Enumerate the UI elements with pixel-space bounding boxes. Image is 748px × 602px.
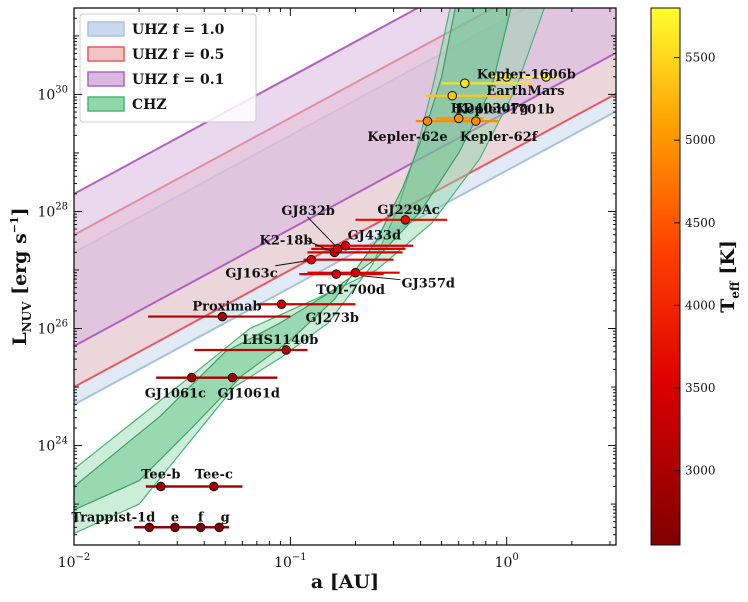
point-LHS1140b (281, 345, 292, 355)
legend-label-2: UHZ f = 0.1 (132, 72, 224, 88)
point-Trappist-1g (214, 522, 225, 533)
plot-frame (73, 7, 617, 546)
label-GJ1061c: GJ1061c (145, 387, 206, 402)
habitable-zone-bands (74, 8, 616, 535)
point-GJ357d (350, 267, 361, 278)
colorbar-tick-label: 5500 (685, 51, 716, 65)
point-GJ1061c (186, 372, 197, 383)
point-Trappist-1e (170, 522, 180, 533)
point-Proximab (217, 311, 228, 322)
y-tick-label: 1030 (37, 84, 68, 103)
planet-labels: Earth Mars Kepler-1606b Kepler-1701bHD40307… (71, 67, 576, 525)
point-GJ273b (276, 299, 287, 310)
legend-label-3: CHZ (132, 97, 167, 113)
y-tick-label: 1024 (37, 436, 68, 455)
point-GJ229Ac (400, 215, 411, 225)
label-Kepler-1701b: Kepler-1701b (455, 103, 554, 118)
point-Kepler-1701b (447, 90, 458, 101)
point-Earth (501, 72, 512, 82)
label-GJ1061d: GJ1061d (217, 387, 280, 402)
y-axis-title: LNUV [erg s−1] (8, 207, 34, 345)
x-axis-title: a [AU] (311, 571, 379, 593)
x-tick-label: 10−1 (274, 552, 307, 571)
point-Kepler-62f (471, 116, 481, 126)
label-Trappist-1d: Trappist-1d (71, 510, 155, 525)
label-K2-18b: K2-18b (260, 233, 313, 248)
leader-GJ357d (360, 275, 401, 281)
point-GJ832b (332, 244, 343, 254)
colorbar-tick-label: 4000 (685, 298, 716, 312)
colorbar-tick-label: 4500 (685, 216, 716, 230)
legend-swatch-3 (87, 96, 125, 112)
colorbar-title: Teff [K] (717, 240, 742, 313)
point-Kepler-1606b (459, 78, 470, 89)
uhz-band-2-upper-edge (74, 8, 420, 195)
colorbar-tick-label: 3000 (685, 464, 716, 478)
label-GJ357d: GJ357d (401, 277, 454, 292)
chz-inner (74, 8, 512, 511)
uhz-band-2 (74, 8, 616, 347)
legend-swatch-2 (87, 71, 125, 87)
uhz-band-0-lower-edge (74, 110, 616, 406)
leader-K2-18b (306, 239, 332, 252)
point-Kepler-62e (422, 116, 433, 126)
legend-box (79, 13, 257, 123)
label-TOI-700d: TOI-700d (316, 283, 385, 298)
uhz-band-2-lower-edge (74, 51, 616, 347)
legend-label-0: UHZ f = 1.0 (132, 22, 225, 38)
label-HD40307g: HD40307g (451, 101, 529, 116)
label-Tee-b: Tee-b (141, 467, 180, 482)
colorbar-tick-label: 3500 (685, 381, 716, 395)
planet-points (144, 72, 551, 533)
y-tick-label: 1026 (37, 319, 68, 338)
planet-error-bars (134, 75, 560, 529)
x-tick-label: 10−2 (58, 552, 91, 571)
point-GJ163c (306, 254, 317, 265)
label-GJ273b: GJ273b (305, 311, 358, 326)
legend-swatch-1 (87, 46, 125, 62)
leader-GJ832b (307, 216, 336, 247)
point-TOI-700d (331, 269, 342, 279)
label-Trappist-1e: e (171, 510, 179, 525)
leader-GJ163c (275, 260, 308, 267)
x-tick-label: 100 (495, 552, 519, 571)
label-LHS1140b: LHS1140b (242, 333, 318, 348)
legend-label-1: UHZ f = 0.5 (132, 47, 224, 63)
label-Trappist-1g: g (221, 510, 230, 525)
point-Mars (541, 72, 551, 82)
colorbar: 3000 3500 4000 4500 5000 5500 Teff [K] (650, 7, 742, 546)
point-GJ1061d (227, 372, 238, 383)
label-GJ433d: GJ433d (348, 229, 401, 244)
label-GJ832b: GJ832b (281, 204, 334, 219)
colorbar-tick-label: 5000 (685, 133, 716, 147)
label-Kepler-62e: Kepler-62e (367, 130, 447, 145)
point-Trappist-1d (144, 522, 155, 533)
axes: 10−2 10−1 100 1024 1026 1028 1030 a [AU] LNUV [e… (8, 7, 617, 593)
label-Proximab: Proximab (192, 300, 261, 315)
point-Trappist-1f (195, 522, 206, 533)
point-Tee-b (156, 481, 166, 492)
colorbar-gradient (650, 7, 681, 546)
legend-swatch-0 (87, 21, 125, 37)
label-Tee-c: Tee-c (195, 467, 233, 482)
point-GJ433d (340, 240, 351, 251)
label-Trappist-1f: f (198, 510, 205, 525)
point-Tee-c (209, 481, 219, 492)
y-tick-label: 1028 (37, 201, 68, 220)
label-Kepler-1606b: Kepler-1606b (477, 67, 576, 82)
label-GJ163c: GJ163c (225, 267, 277, 282)
label-Earth: Earth (486, 84, 527, 99)
point-HD40307g (453, 113, 464, 124)
label-Kepler-62f: Kepler-62f (460, 130, 539, 145)
legend: UHZ f = 1.0 UHZ f = 0.5 UHZ f = 0.1 CHZ (79, 13, 257, 123)
label-GJ229Ac: GJ229Ac (377, 203, 439, 218)
label-Mars: Mars (528, 84, 565, 99)
uhz-band-1-lower-edge (74, 92, 616, 388)
